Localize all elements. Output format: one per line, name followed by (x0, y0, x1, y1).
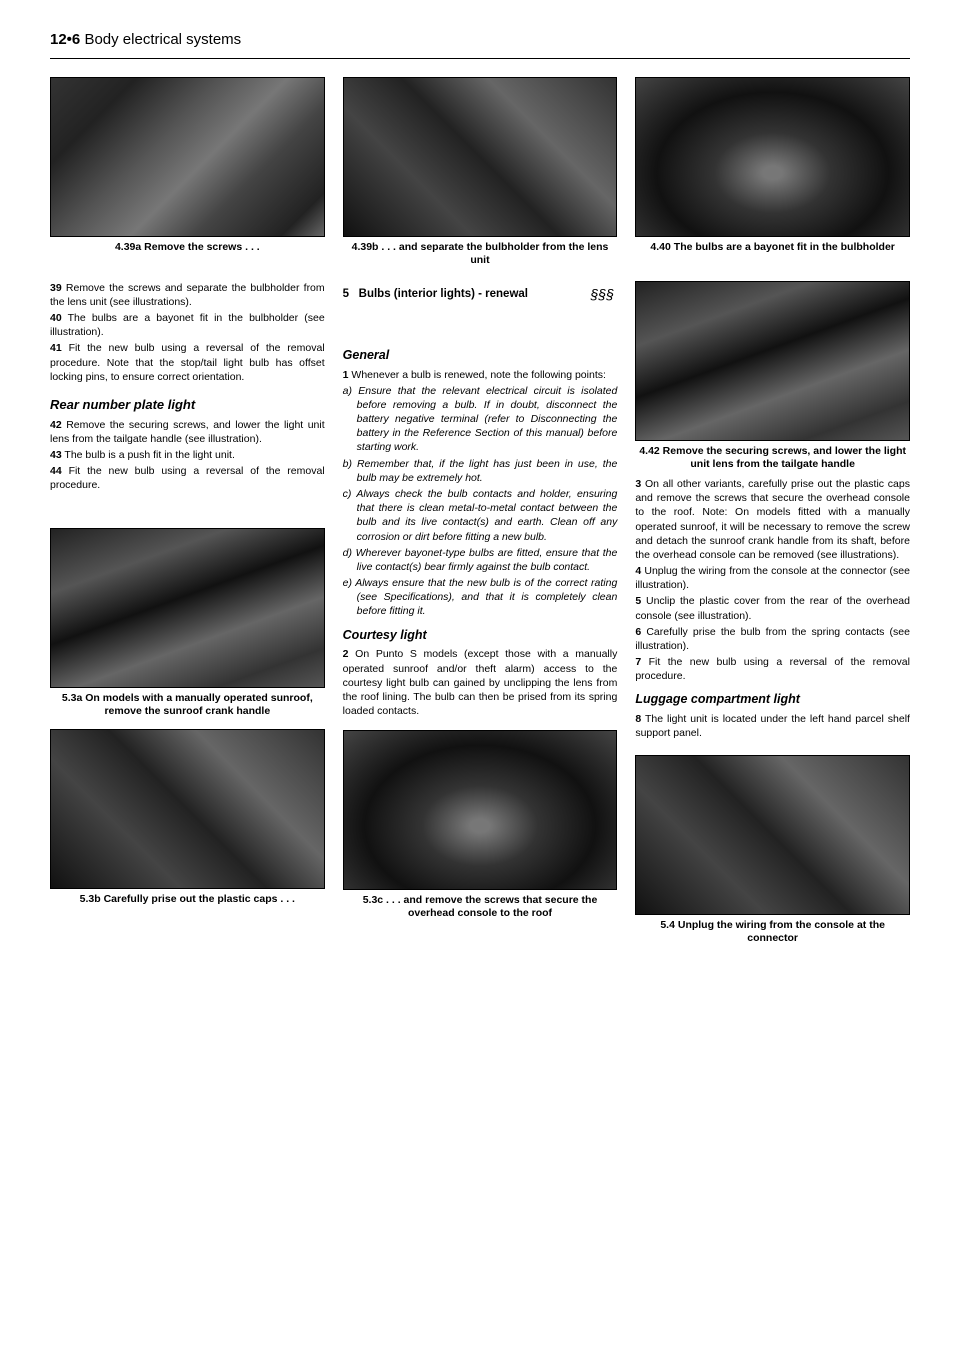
figure-4-40: 4.40 The bulbs are a bayonet fit in the … (635, 77, 910, 267)
para-3: On all other variants, carefully prise o… (635, 478, 910, 561)
heading-general: General (343, 347, 618, 364)
figure-caption: 5.3a On models with a manually operated … (50, 692, 325, 718)
figure-4-42: 4.42 Remove the securing screws, and low… (635, 281, 910, 471)
procedure-number: 5 (343, 288, 349, 300)
para-41: Fit the new bulb using a reversal of the… (50, 342, 325, 382)
para-40: The bulbs are a bayonet fit in the bulbh… (50, 312, 325, 338)
figure-image (343, 77, 618, 237)
figure-image (343, 730, 618, 890)
figure-caption: 5.4 Unplug the wiring from the console a… (635, 919, 910, 945)
procedure-title: Bulbs (interior lights) - renewal (359, 288, 528, 300)
heading-courtesy: Courtesy light (343, 627, 618, 644)
note-a: a) Ensure that the relevant electrical c… (357, 384, 618, 455)
difficulty-icon: §§§ (587, 287, 617, 333)
para-7: Fit the new bulb using a reversal of the… (635, 656, 910, 682)
note-c: c) Always check the bulb contacts and ho… (357, 487, 618, 544)
figure-caption: 4.39a Remove the screws . . . (50, 241, 325, 254)
figure-caption: 4.42 Remove the securing screws, and low… (635, 445, 910, 471)
para-43: The bulb is a push fit in the light unit… (64, 449, 234, 461)
para-6: Carefully prise the bulb from the spring… (635, 626, 910, 652)
figure-5-3a: 5.3a On models with a manually operated … (50, 528, 325, 718)
chapter-title: Body electrical systems (84, 31, 241, 48)
figure-caption: 4.40 The bulbs are a bayonet fit in the … (635, 241, 910, 254)
figure-image (50, 77, 325, 237)
figure-image (635, 755, 910, 915)
figure-caption: 4.39b . . . and separate the bulbholder … (343, 241, 618, 267)
figure-caption: 5.3c . . . and remove the screws that se… (343, 894, 618, 920)
page-number: 12•6 (50, 31, 80, 48)
page-header: 12•6 Body electrical systems (50, 30, 910, 59)
heading-luggage: Luggage compartment light (635, 691, 910, 708)
figure-image (635, 281, 910, 441)
column-middle: 5 Bulbs (interior lights) - renewal §§§ … (343, 281, 618, 945)
figure-row-1: 4.39a Remove the screws . . . 4.39b . . … (50, 77, 910, 267)
para-1: Whenever a bulb is renewed, note the fol… (351, 369, 606, 381)
figure-image (635, 77, 910, 237)
figure-5-4: 5.4 Unplug the wiring from the console a… (635, 755, 910, 945)
para-2: On Punto S models (except those with a m… (343, 648, 618, 717)
procedure-5-box: 5 Bulbs (interior lights) - renewal §§§ (343, 287, 618, 333)
note-b: b) Remember that, if the light has just … (357, 457, 618, 485)
figure-caption: 5.3b Carefully prise out the plastic cap… (50, 893, 325, 906)
para-8: The light unit is located under the left… (635, 713, 910, 739)
column-left: 39 Remove the screws and separate the bu… (50, 281, 325, 945)
para-4: Unplug the wiring from the console at th… (635, 565, 910, 591)
heading-plate-light: Rear number plate light (50, 396, 325, 414)
para-44: Fit the new bulb using a reversal of the… (50, 465, 325, 491)
figure-image (50, 528, 325, 688)
general-notes-list: a) Ensure that the relevant electrical c… (343, 384, 618, 621)
column-right: 4.42 Remove the securing screws, and low… (635, 281, 910, 945)
figure-5-3b: 5.3b Carefully prise out the plastic cap… (50, 729, 325, 906)
figure-5-3c: 5.3c . . . and remove the screws that se… (343, 730, 618, 920)
para-39: Remove the screws and separate the bulbh… (50, 282, 325, 308)
para-5: Unclip the plastic cover from the rear o… (635, 595, 910, 621)
figure-4-39a: 4.39a Remove the screws . . . (50, 77, 325, 267)
main-columns: 39 Remove the screws and separate the bu… (50, 281, 910, 945)
note-e: e) Always ensure that the new bulb is of… (357, 576, 618, 619)
note-d: d) Wherever bayonet-type bulbs are fitte… (357, 546, 618, 574)
figure-4-39b: 4.39b . . . and separate the bulbholder … (343, 77, 618, 267)
para-42: Remove the securing screws, and lower th… (50, 419, 325, 445)
figure-image (50, 729, 325, 889)
